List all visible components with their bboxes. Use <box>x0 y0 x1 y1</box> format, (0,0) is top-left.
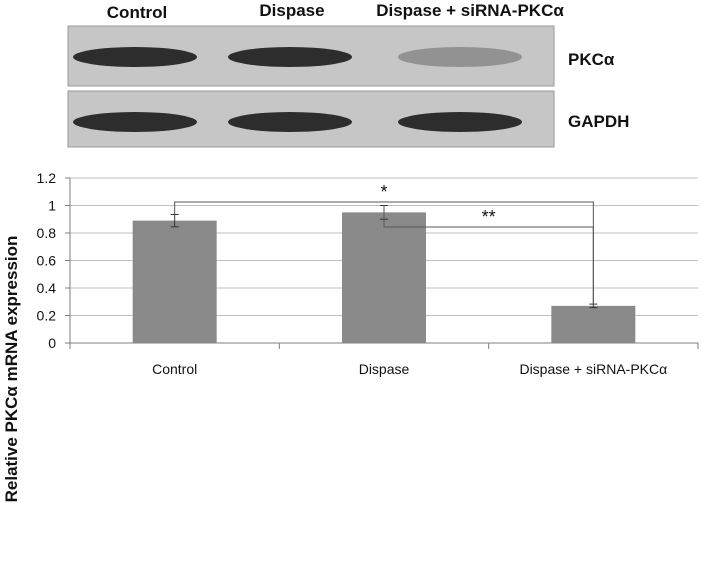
western-blot: Control Dispase Dispase + siRNA-PKCα PKC… <box>67 1 629 148</box>
category-labels: Control Dispase Dispase + siRNA-PKCα <box>152 361 667 377</box>
blot-band <box>73 112 197 132</box>
blot-bands-gapdh <box>73 112 522 132</box>
blot-band <box>398 112 522 132</box>
significance-label: * <box>380 182 387 202</box>
y-tick-label: 0.2 <box>37 308 57 324</box>
category-label: Control <box>152 361 197 377</box>
y-tick-label: 0.4 <box>37 280 57 296</box>
y-tick-label: 0 <box>48 335 56 351</box>
significance-brackets: *** <box>174 182 594 305</box>
blot-lane-label-control: Control <box>107 3 167 22</box>
bar <box>132 220 217 343</box>
y-tick-label: 1 <box>48 198 56 214</box>
bars <box>132 212 636 343</box>
blot-band <box>228 112 352 132</box>
y-tick-label: 0.6 <box>37 253 57 269</box>
y-tick-label: 0.8 <box>37 225 57 241</box>
category-label: Dispase + siRNA-PKCα <box>519 361 667 377</box>
bar <box>551 305 636 343</box>
bar-chart: 0 0.2 0.4 0.6 0.8 1 1.2 Control Dispase Dispase … <box>2 170 699 503</box>
blot-row-label-gapdh: GAPDH <box>568 112 629 131</box>
bar <box>342 212 426 343</box>
category-label: Dispase <box>359 361 410 377</box>
blot-band <box>398 47 522 67</box>
blot-lane-label-dispase: Dispase <box>259 1 324 20</box>
x-tick-marks <box>69 343 699 349</box>
significance-label: ** <box>482 207 496 227</box>
blot-bands-pkca <box>73 47 522 67</box>
blot-band <box>73 47 197 67</box>
blot-lane-label-sirna: Dispase + siRNA-PKCα <box>376 1 564 20</box>
y-tick-label: 1.2 <box>37 170 57 186</box>
significance-bracket <box>383 205 594 305</box>
blot-row-label-pkca: PKCα <box>568 50 615 69</box>
y-axis-label: Relative PKCα mRNA expression <box>2 236 21 503</box>
blot-band <box>228 47 352 67</box>
y-tick-labels: 0 0.2 0.4 0.6 0.8 1 1.2 <box>37 170 70 351</box>
